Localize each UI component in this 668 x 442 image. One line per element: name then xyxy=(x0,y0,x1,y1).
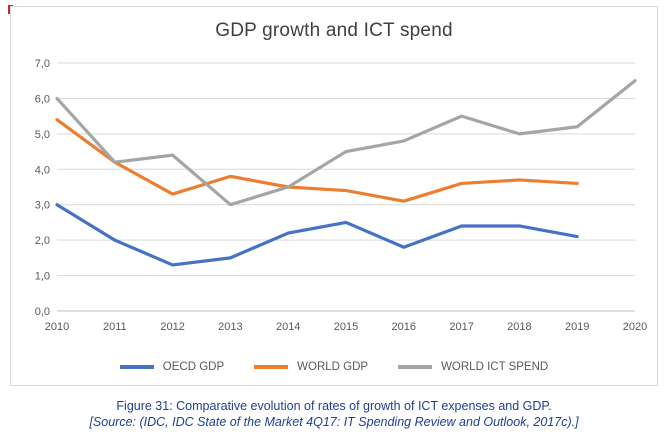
line-chart-svg: 0,0 1,0 2,0 3,0 4,0 5,0 6,0 7,0 2010 2011 2012 2013… xyxy=(35,58,648,333)
y-axis-tick-label: 7,0 xyxy=(35,58,50,70)
legend-label: OECD GDP xyxy=(162,361,225,373)
legend-label: WORLD GDP xyxy=(297,361,369,373)
y-axis-tick-label: 1,0 xyxy=(35,271,50,283)
chart-canvas: 0,0 1,0 2,0 3,0 4,0 5,0 6,0 7,0 2010 2011 2012 2013… xyxy=(17,53,651,341)
series-line-world-gdp xyxy=(55,118,579,203)
y-axis-tick-label: 5,0 xyxy=(35,129,50,141)
x-axis-tick-label: 2013 xyxy=(218,321,242,333)
x-axis-tick-label: 2012 xyxy=(160,321,184,333)
x-axis-tick-label: 2018 xyxy=(507,321,531,333)
x-axis-tick-label: 2016 xyxy=(392,321,416,333)
figure-caption: Figure 31: Comparative evolution of rate… xyxy=(0,398,668,431)
chart-figure: GDP growth and ICT spend 0,0 1,0 2,0 3,0 4,0… xyxy=(10,6,658,386)
x-axis-tick-label: 2017 xyxy=(449,321,473,333)
y-axis-tick-label: 2,0 xyxy=(35,235,50,247)
x-axis-tick-label: 2010 xyxy=(45,321,69,333)
x-axis-tick-label: 2014 xyxy=(276,321,300,333)
legend-line-icon xyxy=(398,365,433,369)
series-line-oecd-gdp xyxy=(55,203,579,267)
x-axis-tick-label: 2011 xyxy=(103,321,127,333)
chart-title: GDP growth and ICT spend xyxy=(215,20,453,41)
caption-figure-line: Figure 31: Comparative evolution of rate… xyxy=(116,399,552,413)
y-axis-tick-label: 4,0 xyxy=(35,164,50,176)
caption-source-line: [Source: (IDC, IDC State of the Market 4… xyxy=(89,415,579,430)
chart-legend: OECD GDP WORLD GDP WORLD ICT SPEND xyxy=(11,361,657,373)
y-axis-tick-label: 3,0 xyxy=(35,200,50,212)
series-line-world-ict-spend xyxy=(55,79,637,207)
legend-item-oecd-gdp: OECD GDP xyxy=(119,361,225,373)
x-axis-tick-label: 2019 xyxy=(565,321,589,333)
legend-line-icon xyxy=(254,365,289,369)
x-axis-tick-label: 2020 xyxy=(623,321,647,333)
legend-line-icon xyxy=(119,365,154,369)
legend-label: WORLD ICT SPEND xyxy=(441,361,549,373)
legend-item-world-gdp: WORLD GDP xyxy=(254,361,368,373)
y-axis-tick-label: 6,0 xyxy=(35,93,50,105)
x-axis-tick-label: 2015 xyxy=(334,321,358,333)
legend-item-world-ict-spend: WORLD ICT SPEND xyxy=(398,361,548,373)
y-axis-tick-label: 0,0 xyxy=(35,306,50,318)
